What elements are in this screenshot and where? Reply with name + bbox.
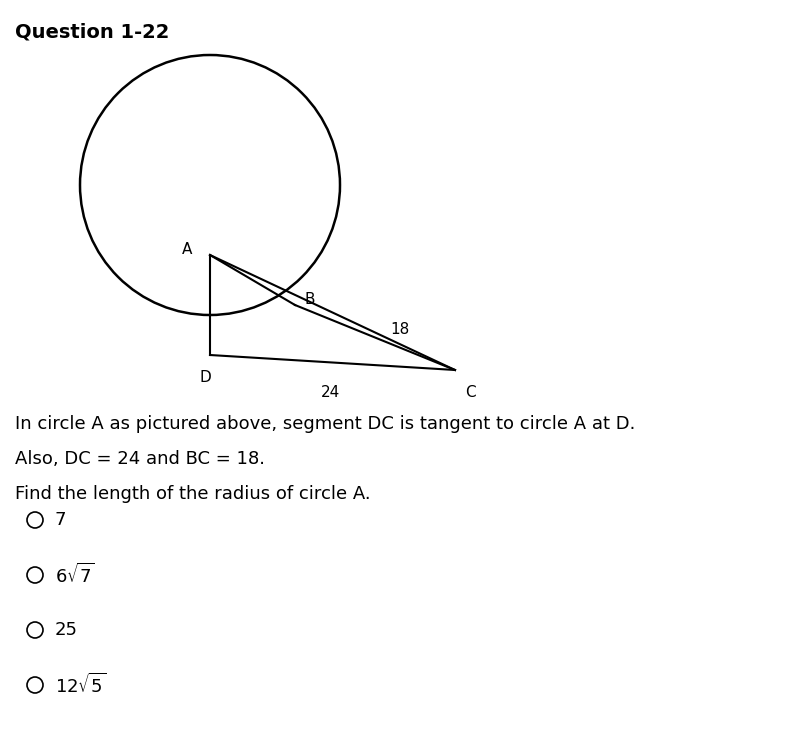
- Text: In circle A as pictured above, segment DC is tangent to circle A at D.: In circle A as pictured above, segment D…: [15, 415, 635, 433]
- Text: B: B: [305, 292, 315, 308]
- Text: $12\sqrt{5}$: $12\sqrt{5}$: [55, 673, 106, 697]
- Text: A: A: [182, 242, 192, 258]
- Text: Also, DC = 24 and BC = 18.: Also, DC = 24 and BC = 18.: [15, 450, 265, 468]
- Text: 18: 18: [390, 322, 410, 338]
- Text: 24: 24: [320, 385, 340, 400]
- Text: Find the length of the radius of circle A.: Find the length of the radius of circle …: [15, 485, 370, 503]
- Text: $6\sqrt{7}$: $6\sqrt{7}$: [55, 563, 95, 587]
- Text: D: D: [199, 370, 211, 385]
- Text: 25: 25: [55, 621, 78, 639]
- Text: C: C: [465, 385, 476, 400]
- Text: 7: 7: [55, 511, 66, 529]
- Text: Question 1-22: Question 1-22: [15, 22, 170, 41]
